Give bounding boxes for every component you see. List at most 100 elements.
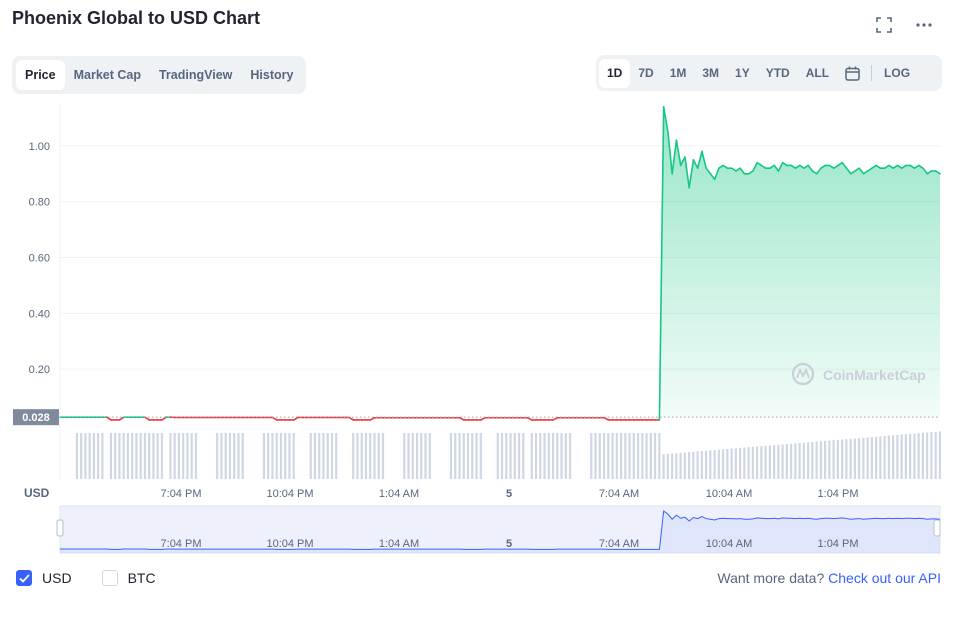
chart-type-tabs: Price Market Cap TradingView History bbox=[12, 56, 307, 94]
range-1y[interactable]: 1Y bbox=[735, 66, 750, 80]
tab-market-cap[interactable]: Market Cap bbox=[73, 68, 141, 82]
volume-bar bbox=[224, 433, 227, 479]
volume-bar bbox=[900, 434, 903, 479]
api-link[interactable]: Check out our API bbox=[828, 570, 941, 586]
log-scale-toggle[interactable]: LOG bbox=[884, 66, 911, 80]
volume-bar bbox=[279, 433, 283, 479]
range-divider bbox=[871, 65, 873, 81]
volume-bar bbox=[687, 452, 691, 479]
volume-bar bbox=[862, 437, 865, 479]
more-icon[interactable] bbox=[913, 14, 935, 36]
volume-bar bbox=[284, 433, 287, 479]
volume-bar bbox=[828, 440, 831, 479]
y-tick-label: 0.60 bbox=[29, 253, 50, 265]
volume-bar bbox=[233, 433, 236, 479]
price-line-segment bbox=[815, 167, 822, 175]
volume-bar bbox=[726, 448, 729, 479]
volume-bar bbox=[411, 433, 414, 479]
range-7d[interactable]: 7D bbox=[638, 66, 654, 80]
volume-bar bbox=[696, 451, 699, 479]
navigator-left-handle[interactable] bbox=[56, 519, 64, 537]
x-tick-label: 5 bbox=[506, 488, 512, 500]
price-line-segment bbox=[144, 416, 151, 421]
volume-bar bbox=[505, 433, 508, 479]
volume-bar bbox=[875, 436, 878, 479]
range-3m[interactable]: 3M bbox=[702, 66, 720, 80]
volume-bar bbox=[237, 433, 240, 479]
volume-bar bbox=[751, 446, 754, 479]
fullscreen-icon[interactable] bbox=[873, 14, 895, 36]
volume-bar bbox=[220, 433, 223, 479]
price-line-segment bbox=[293, 416, 299, 421]
price-line-segment bbox=[858, 167, 865, 175]
price-line-segment bbox=[671, 139, 678, 175]
price-line-segment bbox=[875, 164, 882, 169]
x-tick-label: 7:04 AM bbox=[599, 488, 639, 500]
volume-bar bbox=[148, 433, 151, 479]
range-navigator[interactable]: 7:04 PM 10:04 PM 1:04 AM 5 7:04 AM 10:04 AM 1:… bbox=[56, 505, 941, 554]
price-line-segment bbox=[883, 164, 890, 169]
calendar-icon[interactable] bbox=[837, 59, 867, 88]
range-ytd[interactable]: YTD bbox=[765, 66, 790, 80]
volume-bar bbox=[403, 433, 406, 479]
volume-bar bbox=[836, 439, 839, 479]
volume-bar bbox=[139, 433, 142, 479]
price-line-segment bbox=[892, 164, 899, 169]
price-line-segment bbox=[271, 416, 278, 421]
x-tick-label: 10:04 PM bbox=[266, 488, 313, 500]
price-line-segment bbox=[803, 164, 810, 169]
current-price-label: 0.028 bbox=[22, 412, 50, 424]
price-line-segment bbox=[866, 167, 873, 172]
volume-bar bbox=[794, 443, 797, 479]
volume-bar bbox=[271, 433, 274, 479]
price-line-segment bbox=[900, 164, 907, 169]
volume-bar bbox=[313, 433, 317, 479]
volume-bar bbox=[743, 447, 746, 479]
navigator-right-handle[interactable] bbox=[933, 519, 941, 537]
volume-bar bbox=[849, 438, 852, 479]
usd-checkbox[interactable] bbox=[16, 570, 32, 586]
volume-bar bbox=[424, 433, 427, 479]
price-line-segment bbox=[760, 164, 767, 169]
volume-bar bbox=[845, 439, 848, 479]
x-tick-label: 10:04 AM bbox=[706, 488, 752, 500]
volume-bar bbox=[335, 433, 338, 479]
range-1m[interactable]: 1M bbox=[669, 66, 687, 80]
volume-bar bbox=[407, 433, 410, 479]
volume-bar bbox=[288, 433, 291, 479]
volume-bar bbox=[700, 451, 703, 479]
price-line-segment bbox=[722, 164, 729, 169]
tab-history[interactable]: History bbox=[250, 68, 294, 82]
volume-bar bbox=[738, 447, 742, 479]
watermark-text: CoinMarketCap bbox=[823, 367, 926, 383]
volume-bar bbox=[807, 442, 810, 479]
volume-bar bbox=[88, 433, 91, 479]
btc-checkbox[interactable] bbox=[101, 570, 118, 586]
btc-label: BTC bbox=[127, 570, 156, 586]
price-line-segment bbox=[777, 161, 784, 172]
range-all[interactable]: ALL bbox=[805, 66, 830, 80]
volume-bar bbox=[560, 433, 563, 479]
tab-tradingview[interactable]: TradingView bbox=[158, 68, 233, 82]
volume-bar bbox=[866, 437, 869, 479]
volume-bar bbox=[624, 433, 627, 479]
volume-bar bbox=[832, 440, 835, 479]
price-line-segment bbox=[845, 167, 852, 175]
volume-bar bbox=[267, 433, 270, 479]
volume-bar bbox=[479, 433, 482, 479]
range-1d[interactable]: 1D bbox=[599, 58, 631, 88]
volume-bar bbox=[734, 448, 737, 479]
y-tick-label: 1.00 bbox=[29, 141, 50, 153]
volume-bar bbox=[692, 451, 695, 479]
volume-bar bbox=[730, 448, 733, 479]
volume-bar bbox=[80, 433, 83, 479]
price-line-segment bbox=[934, 170, 941, 175]
volume-bar bbox=[824, 440, 827, 479]
volume-bar bbox=[522, 433, 525, 479]
volume-bar bbox=[598, 433, 601, 479]
price-line-segment bbox=[105, 416, 112, 421]
volume-bar bbox=[454, 433, 457, 479]
volume-bar bbox=[870, 437, 873, 479]
volume-bar bbox=[926, 432, 929, 479]
tab-price[interactable]: Price bbox=[16, 60, 65, 90]
